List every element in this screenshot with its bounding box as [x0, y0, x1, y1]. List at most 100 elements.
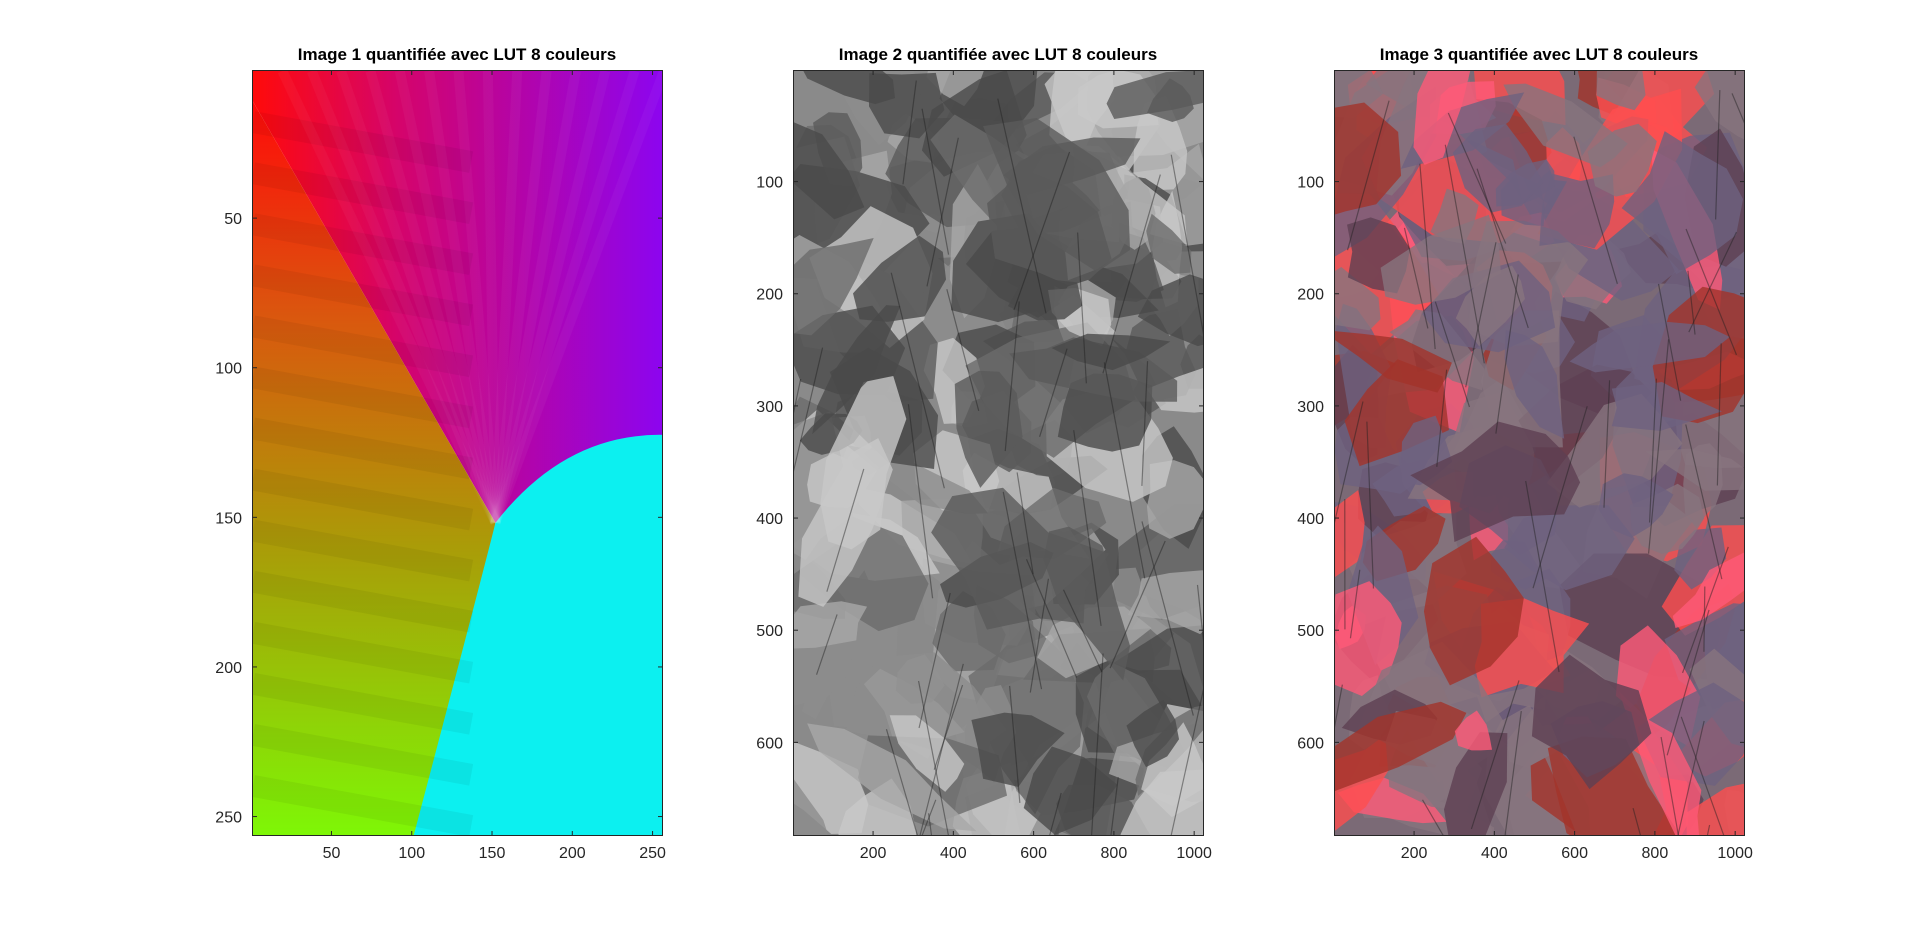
- img2-leaf: [1126, 699, 1180, 768]
- img3-leaf: [1335, 329, 1452, 393]
- band-stripe: [253, 315, 474, 378]
- img2-stem: [794, 378, 802, 414]
- img3-leaf: [1454, 710, 1493, 751]
- img3-stem: [1447, 112, 1507, 244]
- ray-stripe: [490, 71, 581, 524]
- img3-leaf: [1598, 473, 1674, 538]
- band-stripe: [253, 264, 474, 327]
- img2-stem: [907, 404, 934, 599]
- img2-stem: [1170, 688, 1203, 835]
- img3-leaf: [1652, 286, 1744, 424]
- ray-stripe: [394, 71, 501, 524]
- img2-leaf: [807, 453, 868, 508]
- img2-stem: [946, 289, 980, 412]
- img2-stem: [794, 347, 824, 472]
- subplot-3-axes[interactable]: [1334, 70, 1745, 836]
- img3-stem: [1346, 100, 1390, 251]
- img2-stem: [902, 80, 917, 185]
- img3-stem: [1685, 228, 1738, 356]
- img2-leaf: [983, 117, 1131, 272]
- img2-leaf: [1007, 279, 1083, 321]
- img2-stem: [1039, 348, 1068, 438]
- img2-stem: [933, 684, 964, 770]
- img2-leaf: [852, 235, 947, 322]
- band-stripe: [253, 672, 474, 735]
- img3-leaf: [1694, 71, 1744, 149]
- img3-stem: [1335, 684, 1343, 728]
- img2-leaf: [931, 487, 1110, 630]
- img3-leaf: [1413, 71, 1479, 165]
- img2-stem: [1029, 578, 1050, 693]
- img3-leaf: [1380, 214, 1501, 305]
- band-stripe: [253, 570, 474, 633]
- img3-leaf: [1621, 131, 1744, 275]
- img2-leaf: [794, 238, 874, 336]
- img3-stem: [1716, 343, 1722, 486]
- img3-leaf: [1569, 321, 1730, 373]
- img2-leaf: [1023, 746, 1118, 835]
- img2-stem: [1002, 491, 1043, 690]
- img3-stem: [1687, 270, 1696, 335]
- img3-stem: [1648, 378, 1657, 523]
- img2-leaf: [794, 115, 865, 220]
- band-stripe: [253, 724, 474, 786]
- img2-stem: [919, 663, 964, 835]
- image-1-heatmap: [253, 71, 662, 835]
- ray-stripe: [490, 71, 552, 524]
- subplot-3-title: Image 3 quantifiée avec LUT 8 couleurs: [1379, 45, 1699, 64]
- img2-leaf: [971, 712, 1065, 787]
- img3-stem: [1419, 163, 1436, 350]
- img2-stem: [1141, 361, 1149, 486]
- img3-stem: [1688, 231, 1738, 333]
- img2-leaf: [1146, 78, 1194, 122]
- band-stripe: [253, 621, 474, 684]
- img2-leaf: [794, 601, 868, 649]
- img2-stem: [1170, 154, 1203, 335]
- ray-stripe: [336, 71, 501, 525]
- img2-stem: [1109, 540, 1166, 669]
- img2-leaf: [807, 723, 977, 832]
- ray-stripe: [365, 71, 501, 525]
- img3-stem: [1681, 546, 1729, 674]
- img3-stem: [1421, 799, 1444, 835]
- img2-stem: [918, 592, 951, 729]
- img3-stem: [1525, 480, 1560, 673]
- img3-leaf: [1587, 123, 1657, 197]
- region-orange-lime: [253, 101, 496, 835]
- img3-leaf: [1423, 536, 1524, 686]
- img2-stem: [1091, 653, 1104, 835]
- img3-stem: [1349, 569, 1361, 639]
- img2-stem: [921, 799, 937, 835]
- img2-leaf: [1114, 622, 1203, 751]
- img2-leaf: [1120, 769, 1203, 835]
- subplot-2-title: Image 2 quantifiée avec LUT 8 couleurs: [838, 45, 1158, 64]
- img3-stem: [1677, 720, 1705, 835]
- img3-leaf: [1672, 549, 1744, 629]
- band-stripe: [253, 417, 474, 480]
- img2-leaf: [889, 715, 965, 792]
- img3-stem: [1495, 274, 1519, 434]
- img3-stem: [1603, 380, 1611, 508]
- img3-stem: [1703, 586, 1706, 652]
- subplot-1-axes[interactable]: [252, 70, 663, 836]
- img3-leaf: [1455, 265, 1526, 347]
- img2-stem: [1141, 521, 1194, 716]
- img2-leaf: [1137, 274, 1203, 347]
- img3-leaf: [1443, 732, 1508, 835]
- img3-stem: [1434, 301, 1471, 408]
- img2-stem: [1016, 472, 1034, 575]
- band-stripe: [253, 213, 474, 276]
- img3-stem: [1647, 339, 1670, 554]
- ray-stripe: [482, 71, 501, 523]
- band-stripe: [253, 366, 474, 429]
- image-2-heatmap: [794, 71, 1203, 835]
- img3-stem: [1403, 227, 1429, 329]
- subplot-2-axes[interactable]: [793, 70, 1204, 836]
- img2-leaf: [1146, 213, 1192, 274]
- img3-leaf: [1452, 124, 1544, 213]
- img3-leaf: [1335, 102, 1402, 226]
- ray-stripe: [453, 71, 501, 524]
- img2-stem: [1103, 362, 1146, 579]
- ray-stripe: [490, 71, 640, 525]
- img2-stem: [921, 108, 950, 255]
